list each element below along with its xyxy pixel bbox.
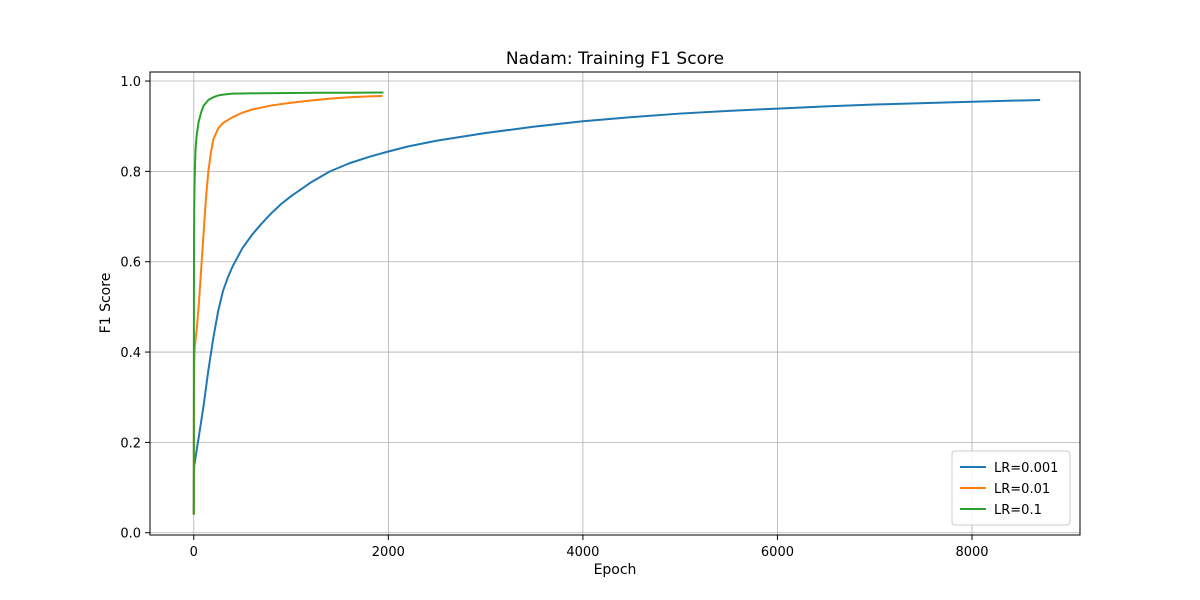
x-tick-label: 8000 — [955, 545, 988, 560]
x-tick-label: 0 — [190, 545, 198, 560]
legend-entry: LR=0.001 — [994, 461, 1058, 476]
legend-box — [951, 450, 1071, 526]
data-series — [192, 91, 1041, 515]
series-line-3 — [192, 91, 384, 515]
x-axis-label: Epoch — [594, 562, 637, 578]
y-tick-label: 0.4 — [120, 346, 141, 361]
x-tick-label: 6000 — [761, 545, 794, 560]
series-line-1 — [192, 99, 1041, 515]
y-tick-label: 1.0 — [120, 75, 141, 90]
y-tick-label: 0.0 — [120, 527, 141, 542]
chart-title: Nadam: Training F1 Score — [506, 49, 724, 69]
x-tick-label: 4000 — [566, 545, 599, 560]
y-tick-label: 0.6 — [120, 256, 141, 271]
series-line-2 — [192, 94, 383, 515]
y-tick-label: 0.8 — [120, 165, 141, 180]
legend-entry: LR=0.1 — [994, 503, 1042, 518]
x-tick-label: 2000 — [372, 545, 405, 560]
y-tick-label: 0.2 — [120, 436, 141, 451]
legend: LR=0.001 LR=0.01 LR=0.1 — [951, 450, 1071, 526]
y-axis-label: F1 Score — [98, 273, 114, 334]
axis-ticks: 0 2000 4000 6000 8000 0.0 0.2 0.4 0.6 0.8 1.0 — [120, 75, 988, 560]
legend-entry: LR=0.01 — [994, 482, 1050, 497]
grid-lines — [150, 72, 1080, 535]
plot-frame — [149, 71, 1081, 536]
